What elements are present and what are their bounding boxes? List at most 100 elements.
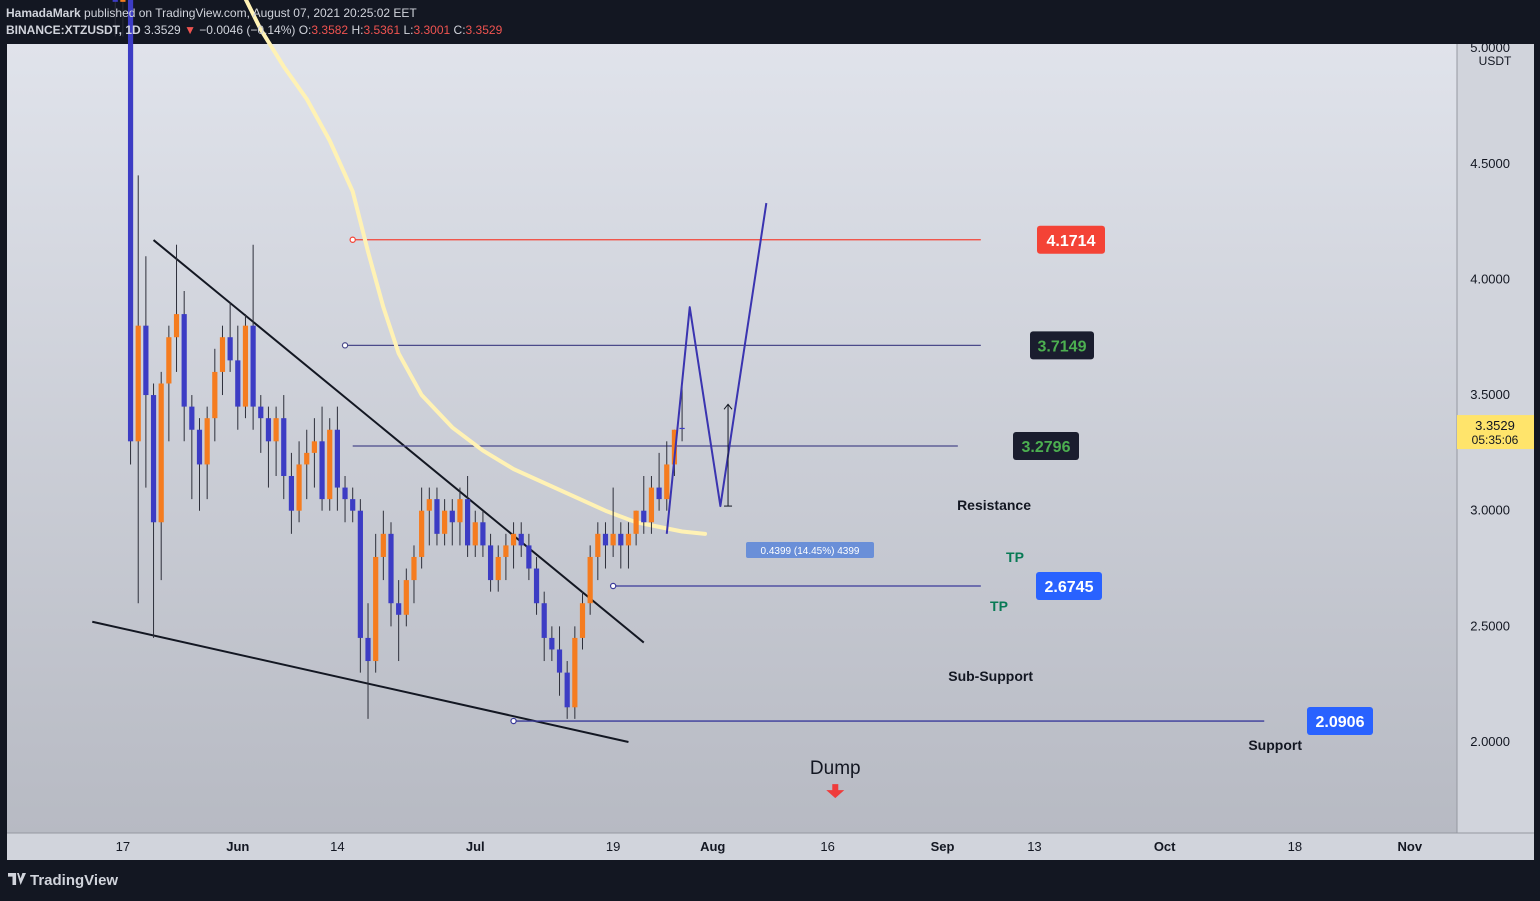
level-box <box>1307 707 1373 736</box>
low-value: 3.3001 <box>413 23 451 37</box>
x-tick-label: Aug <box>700 839 725 854</box>
candle-body <box>480 522 486 546</box>
candle <box>641 476 647 534</box>
candle <box>296 441 302 523</box>
measure-label-box <box>746 542 874 558</box>
candle <box>633 510 639 546</box>
level-value: 2.0906 <box>1316 714 1365 731</box>
symbol-label[interactable]: BINANCE:XTZUSDT, 1D <box>6 23 141 37</box>
candle <box>403 568 409 627</box>
candle-body <box>227 337 233 361</box>
candle-body <box>219 337 226 372</box>
candle <box>166 325 172 442</box>
level-value: 4.1714 <box>1047 233 1096 250</box>
candle <box>365 603 371 719</box>
candle <box>396 580 402 662</box>
candle-body <box>166 337 172 384</box>
unit-label: USDT <box>1479 54 1512 68</box>
candle <box>342 476 348 523</box>
x-tick-label: Nov <box>1397 839 1422 854</box>
candle <box>273 406 279 477</box>
x-tick-label: 17 <box>116 839 130 854</box>
candle <box>533 556 540 615</box>
candle-body <box>579 603 586 638</box>
candle-body <box>304 452 310 465</box>
measure-label: 0.4399 (14.45%) 4399 <box>761 546 860 557</box>
candle-body <box>258 406 264 419</box>
candle <box>135 175 141 604</box>
candle <box>472 510 478 557</box>
candle <box>265 406 272 488</box>
candle <box>158 371 164 581</box>
y-tick-label: 4.5000 <box>1470 156 1510 171</box>
time-axis[interactable] <box>7 833 1534 860</box>
candle-body <box>449 510 455 523</box>
candle <box>212 348 218 442</box>
level-tag: Resistance <box>957 497 1031 513</box>
tradingview-logo-icon <box>8 873 26 885</box>
candle <box>388 522 394 627</box>
candle <box>518 522 524 557</box>
candle-body <box>150 395 157 523</box>
candle-body <box>656 487 662 500</box>
candle <box>549 626 555 662</box>
wedge-lower-trendline <box>92 620 629 743</box>
candle-body <box>273 418 279 442</box>
candle <box>189 395 195 500</box>
candle-body <box>242 325 249 407</box>
level-tag: Sub-Support <box>948 668 1033 684</box>
candle-countdown: 05:35:06 <box>1472 433 1519 447</box>
y-tick-label: 2.5000 <box>1470 618 1510 633</box>
candle-body <box>350 499 356 511</box>
candle-body <box>158 383 164 523</box>
candle-body <box>442 510 448 534</box>
tradingview-logo[interactable]: TradingView <box>8 872 118 889</box>
candle <box>679 386 685 442</box>
candle <box>227 302 233 372</box>
candle <box>196 418 203 511</box>
candle <box>204 406 210 500</box>
level-tag: TP <box>990 598 1008 614</box>
low-label: L: <box>403 23 414 37</box>
candle <box>503 533 509 581</box>
wedge-upper-trendline <box>152 239 645 644</box>
candle <box>380 510 386 581</box>
level-value: 3.2796 <box>1022 439 1071 456</box>
candle <box>311 418 317 488</box>
price-change: −0.0046 (−0.14%) <box>199 23 296 37</box>
dump-arrow-icon <box>826 784 845 799</box>
candles <box>112 0 685 719</box>
candle-body <box>173 314 180 338</box>
level-box <box>1036 571 1102 600</box>
tradingview-brand: TradingView <box>30 872 119 889</box>
last-price-tag-value: 3.3529 <box>1475 418 1515 433</box>
candle-body <box>495 556 501 581</box>
candle <box>242 314 249 419</box>
candle <box>281 395 287 500</box>
candle <box>235 325 241 430</box>
candle-body <box>112 0 118 2</box>
candle-body <box>633 510 639 534</box>
high-value: 3.5361 <box>363 23 401 37</box>
x-tick-label: 19 <box>606 839 620 854</box>
candle <box>664 441 670 511</box>
plot-area[interactable] <box>7 44 1457 833</box>
level-boxes: 4.1714 Resistance 3.7149 TP 3.2796 TP 2.6745 Su… <box>948 225 1373 753</box>
candle <box>434 487 440 546</box>
candle <box>449 499 455 546</box>
candle-body <box>503 545 509 557</box>
candle-body <box>487 545 494 581</box>
measure-arrow-icon <box>723 403 733 410</box>
candle <box>219 325 226 396</box>
level-anchor-dot <box>349 236 356 243</box>
candle-body <box>120 0 126 2</box>
candle-body <box>434 499 440 534</box>
candle-body <box>664 464 670 500</box>
candle-body <box>426 499 432 511</box>
author-name[interactable]: HamadaMark <box>6 6 81 20</box>
candle <box>618 522 624 569</box>
candle-body <box>342 487 348 500</box>
candle-body <box>671 429 678 465</box>
x-tick-label: Oct <box>1154 839 1176 854</box>
